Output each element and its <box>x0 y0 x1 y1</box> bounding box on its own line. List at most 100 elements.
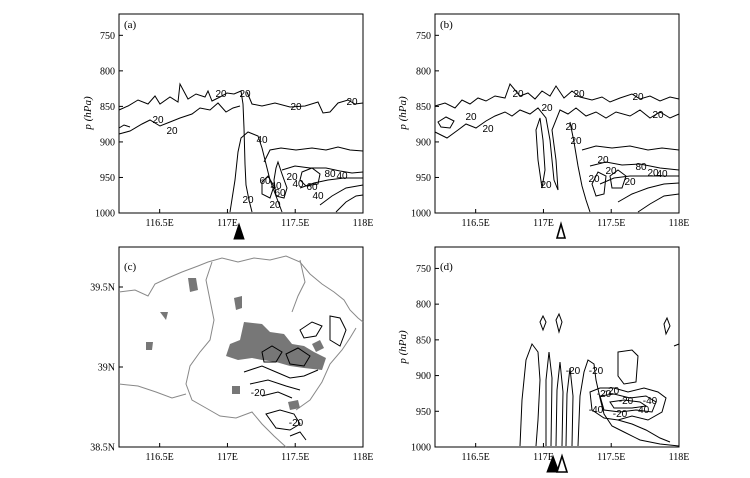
y-tick-label: 800 <box>416 300 431 311</box>
panel-c-boundaries <box>118 255 364 448</box>
contour-line <box>263 146 364 163</box>
contour-label: -20 <box>605 386 620 397</box>
x-tick-label: 117.5E <box>597 218 625 229</box>
contour-label: 20 <box>624 177 636 188</box>
contour-line <box>577 359 680 447</box>
contour-label: 20 <box>541 103 553 114</box>
contour-label: 60 <box>274 188 286 199</box>
shaded-region <box>146 342 153 350</box>
contour-label: -20 <box>589 366 604 377</box>
contour-line <box>335 194 364 213</box>
contour-line <box>243 365 319 379</box>
panel-a-contour-labels: 20 20 20 20 20 40 20 20 40 60 60 40 20 4… <box>152 89 358 211</box>
contour-label: -20 <box>566 366 581 377</box>
contour-label: 20 <box>647 168 659 179</box>
contour-line <box>539 314 547 332</box>
contour-label: 20 <box>632 92 644 103</box>
y-tick-label: 38.5N <box>90 443 115 454</box>
contour-line <box>437 116 455 129</box>
shaded-region <box>312 340 324 352</box>
contour-line <box>299 321 323 339</box>
contour-line <box>299 177 363 189</box>
contour-line <box>609 169 627 189</box>
shaded-region <box>188 278 198 292</box>
panel-b: (b) p (hPa) 20 20 20 20 20 20 20 20 20 <box>397 13 689 239</box>
x-tick-label: 117E <box>217 218 238 229</box>
x-tick-label: 118E <box>353 452 374 463</box>
contour-label: 20 <box>573 89 585 100</box>
y-tick-label: 900 <box>100 137 115 148</box>
contour-label: 20 <box>269 200 281 211</box>
contour-label: 40 <box>292 179 304 190</box>
panel-d-contours <box>519 312 680 447</box>
contour-label: 40 <box>256 135 268 146</box>
x-tick-label: 118E <box>353 218 374 229</box>
shaded-region <box>160 312 168 320</box>
contour-label: 80 <box>635 162 647 173</box>
contour-line <box>519 342 541 447</box>
x-tick-label: 117E <box>533 218 554 229</box>
contour-label: 40 <box>656 169 668 180</box>
y-tick-label: 850 <box>416 335 431 346</box>
contour-line <box>599 175 679 185</box>
contour-line <box>281 165 364 174</box>
contour-label: 20 <box>215 89 227 100</box>
filled-triangle-marker <box>546 454 560 473</box>
contour-line <box>663 316 671 336</box>
contour-label: 20 <box>540 180 552 191</box>
shaded-region <box>226 322 326 370</box>
contour-line <box>609 399 648 409</box>
contour-line <box>285 347 311 367</box>
contour-line <box>118 82 242 111</box>
boundary-line <box>118 383 187 399</box>
panel-d-ticks: 116.5E 117E 117.5E 118E 750 800 850 900 950 1000 <box>411 264 689 463</box>
x-tick-label: 117E <box>533 452 554 463</box>
boundary-line <box>291 259 306 313</box>
contour-line <box>118 124 131 129</box>
panel-c-shading <box>146 278 326 410</box>
contour-label: 20 <box>166 126 178 137</box>
contour-label: 20 <box>605 166 617 177</box>
contour-line <box>273 160 288 199</box>
contour-label: 80 <box>324 169 336 180</box>
panel-a-frame <box>118 13 364 214</box>
y-tick-label: 39N <box>98 363 115 374</box>
contour-label: 20 <box>286 172 298 183</box>
contour-label: 20 <box>242 195 254 206</box>
panel-a-ylabel: p (hPa) <box>82 96 94 131</box>
panel-a-contours <box>118 82 364 213</box>
contour-line <box>246 91 364 114</box>
x-tick-label: 117.5E <box>281 218 309 229</box>
contour-line <box>637 193 680 213</box>
contour-line <box>599 393 657 413</box>
contour-label: -20 <box>619 396 634 407</box>
contour-label: 20 <box>346 97 358 108</box>
contour-label: 20 <box>652 110 664 121</box>
panel-b-ylabel: p (hPa) <box>397 96 409 131</box>
contour-line <box>591 171 607 197</box>
contour-label: 40 <box>312 191 324 202</box>
panel-b-label: (b) <box>440 19 453 31</box>
contour-label: 20 <box>482 124 494 135</box>
contour-line <box>617 349 639 385</box>
x-tick-label: 117.5E <box>597 452 625 463</box>
panel-c-ticks: 116.5E 117E 117.5E 118E 38.5N 39N 39.5N <box>90 283 373 464</box>
filled-triangle-marker <box>233 222 245 240</box>
contour-label: -40 <box>643 396 658 407</box>
y-tick-label: 1000 <box>411 209 431 220</box>
y-tick-label: 950 <box>416 173 431 184</box>
panel-d-label: (d) <box>440 261 453 273</box>
x-tick-label: 116.5E <box>146 452 174 463</box>
panel-d-frame <box>434 246 680 448</box>
panel-d: (d) p (hPa) -20 -20 -20 -40 -20 -40 -20 <box>397 246 689 473</box>
y-tick-label: 950 <box>100 173 115 184</box>
contour-line <box>261 345 283 363</box>
x-tick-label: 116.5E <box>146 218 174 229</box>
contour-line <box>617 182 680 203</box>
contour-line <box>329 315 347 347</box>
contour-label: -40 <box>635 405 650 416</box>
x-tick-label: 118E <box>669 452 690 463</box>
open-triangle-marker <box>555 221 567 239</box>
shaded-region <box>288 400 300 410</box>
